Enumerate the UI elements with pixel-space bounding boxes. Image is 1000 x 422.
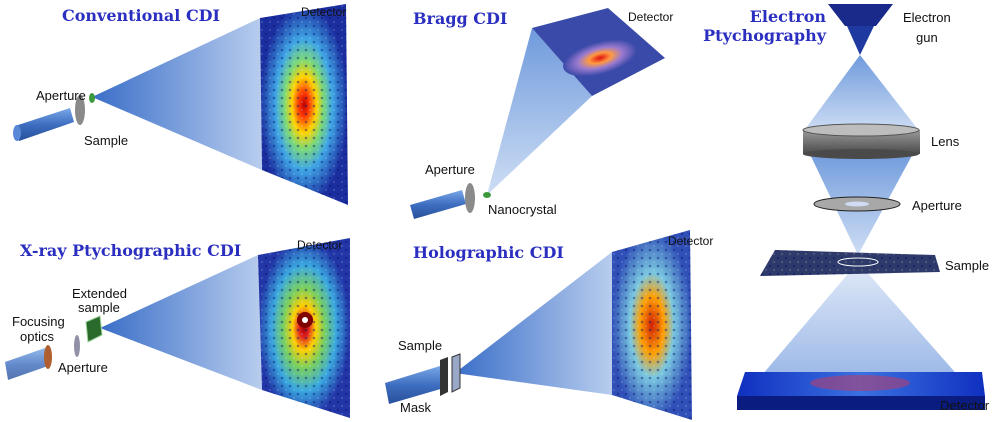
beam-tube [15,108,74,141]
beam-cone-upper [803,55,920,132]
mask-icon [440,357,448,396]
panel-title: X-ray Ptychographic CDI [20,241,241,260]
panel-title: Bragg CDI [413,9,507,28]
mask-label: Mask [400,400,432,415]
panel-conventional-cdi: Conventional CDI Detector Aperture Sampl… [13,4,348,205]
panel-holographic-cdi: Holographic CDI Detector Sample Mask [385,230,713,420]
beam-cone [92,18,262,170]
detector-label: Detector [297,238,342,252]
nanocrystal-icon [483,192,491,198]
panel-bragg-cdi: Bragg CDI Detector Aperture Nanocrystal [410,8,673,219]
beam-tube [5,348,48,380]
panel-electron-ptychography: Electron Ptychography Electron gun Lens … [703,4,990,413]
sample-label-line2: sample [78,300,120,315]
panel-xray-ptychographic-cdi: X-ray Ptychographic CDI Detector Focusin… [5,238,350,418]
aperture-disc [74,335,80,357]
beam-cone [100,255,262,390]
panel-title-line2: Ptychography [703,26,827,45]
lens-label: Lens [931,134,960,149]
panel-title-line1: Electron [750,7,827,26]
aperture-label: Aperture [425,162,475,177]
panel-title: Conventional CDI [62,6,220,25]
aperture-label: Aperture [912,198,962,213]
optics-label-line2: optics [20,329,54,344]
aperture-disc [75,95,85,125]
aperture-disc [465,183,475,213]
extended-sample-icon [85,315,103,343]
beam-tube [385,366,444,404]
detector-label: Detector [668,234,713,248]
sample-label: Sample [398,338,442,353]
aperture-label: Aperture [36,88,86,103]
panel-title: Holographic CDI [413,243,564,262]
gun-label-line1: Electron [903,10,951,25]
aperture-label: Aperture [58,360,108,375]
beam-tube [410,190,466,219]
focusing-optics-icon [44,345,52,369]
detector-label: Detector [301,5,346,19]
sample-label: Sample [945,258,989,273]
sample-icon [89,93,95,103]
optics-label-line1: Focusing [12,314,65,329]
sample-icon [451,353,461,393]
sample-label: Sample [84,133,128,148]
detector-label: Detector [628,10,673,24]
nanocrystal-label: Nanocrystal [488,202,557,217]
beam-cone-lower [745,262,975,395]
electron-gun-icon [828,4,893,26]
sample-label-line1: Extended [72,286,127,301]
beam-cone [455,252,612,395]
gun-label-line2: gun [916,30,938,45]
detector-label: Detector [940,398,990,413]
